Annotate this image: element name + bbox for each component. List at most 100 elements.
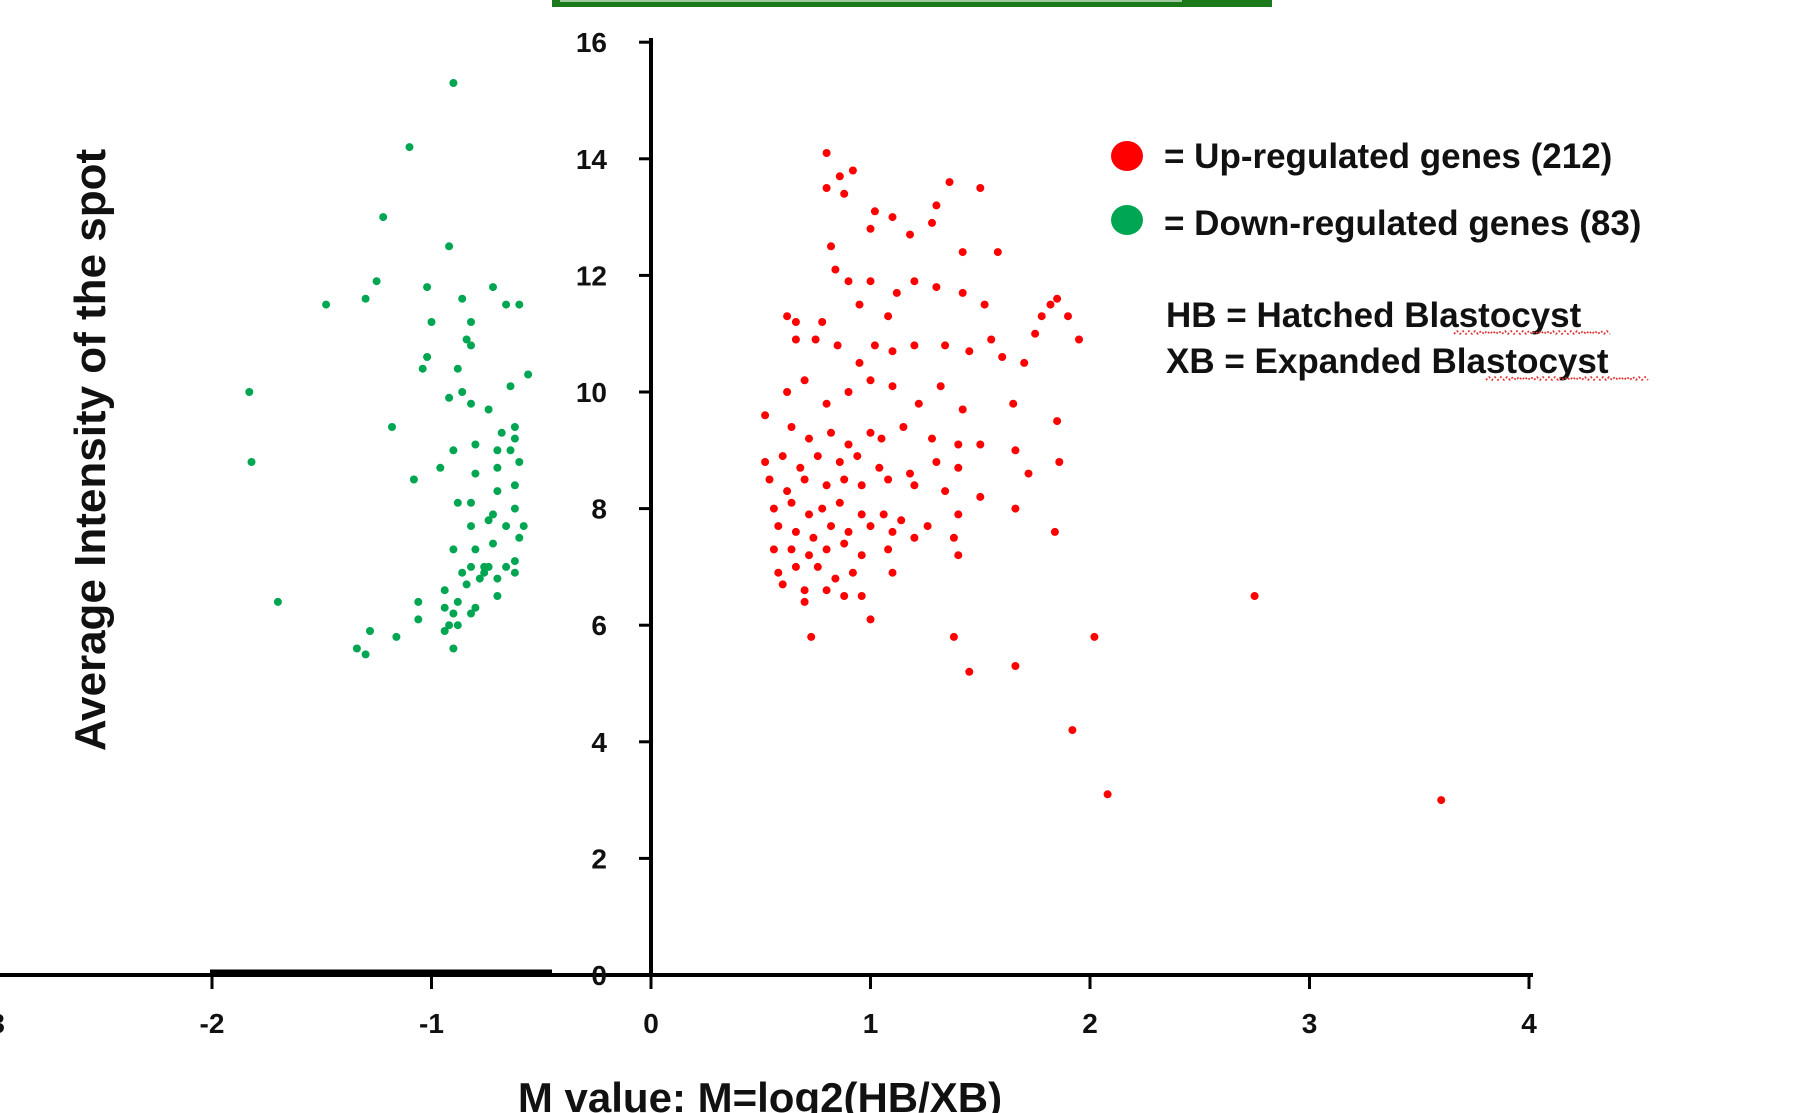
- up-regulated-point: [831, 265, 840, 274]
- down-regulated-point: [247, 458, 256, 466]
- up-regulated-point: [954, 551, 963, 560]
- down-regulated-point: [506, 382, 515, 391]
- up-regulated-point: [857, 592, 866, 600]
- down-regulated-point: [493, 446, 502, 455]
- up-regulated-point: [769, 545, 778, 554]
- up-regulated-point: [888, 527, 897, 536]
- down-regulated-point: [515, 533, 524, 542]
- up-regulated-point: [796, 463, 805, 472]
- down-regulated-point: [409, 475, 418, 484]
- down-regulated-point: [453, 364, 462, 373]
- up-regulated-point: [791, 335, 800, 344]
- down-regulated-point: [322, 300, 331, 309]
- down-regulated-point: [510, 423, 519, 431]
- up-regulated-point: [1031, 329, 1040, 338]
- down-regulated-point: [502, 562, 511, 571]
- up-regulated-point: [976, 440, 985, 449]
- spellcheck-underline-blastocyst-1: [1453, 329, 1611, 336]
- up-regulated-point: [866, 376, 875, 385]
- up-regulated-point: [787, 498, 796, 507]
- up-regulated-point: [954, 463, 963, 472]
- up-regulated-point: [866, 615, 875, 624]
- down-regulated-point: [484, 516, 493, 525]
- up-regulated-point: [1011, 446, 1020, 455]
- down-regulated-point: [510, 434, 519, 443]
- up-regulated-point: [980, 300, 989, 309]
- down-regulated-point: [418, 364, 427, 373]
- down-regulated-point: [366, 627, 374, 635]
- down-regulated-point: [462, 335, 471, 344]
- down-regulated-point: [449, 446, 458, 455]
- up-regulated-point: [945, 178, 954, 187]
- down-regulated-point: [445, 621, 454, 630]
- down-regulated-point: [502, 522, 511, 531]
- down-regulated-point: [449, 79, 458, 87]
- up-regulated-point: [822, 586, 831, 595]
- up-regulated-point: [1064, 312, 1072, 321]
- up-regulated-point: [866, 277, 875, 286]
- x-axis-title: M value: M=log2(HB/XB): [518, 1074, 1002, 1113]
- down-regulated-point: [484, 562, 493, 571]
- up-regulated-point: [906, 230, 914, 239]
- up-regulated-point: [778, 580, 787, 589]
- up-regulated-point: [1250, 592, 1259, 600]
- up-regulated-point: [888, 213, 897, 222]
- legend-marker-up: [1111, 141, 1143, 171]
- x-tick-label: -1: [419, 1008, 444, 1039]
- y-tick-label: 16: [576, 27, 607, 58]
- down-regulated-point: [414, 615, 423, 624]
- down-regulated-point: [436, 463, 445, 472]
- up-regulated-point: [840, 539, 849, 548]
- up-regulated-point: [932, 283, 941, 292]
- down-regulated-point: [405, 143, 414, 152]
- up-regulated-point: [1437, 796, 1446, 805]
- up-regulated-point: [855, 358, 864, 367]
- up-regulated-point: [791, 527, 800, 536]
- data-points: [245, 79, 1446, 805]
- down-regulated-point: [493, 592, 502, 600]
- up-regulated-point: [958, 405, 967, 414]
- up-regulated-point: [840, 592, 849, 600]
- up-regulated-point: [831, 574, 840, 583]
- up-regulated-point: [848, 166, 857, 175]
- down-regulated-point: [497, 428, 506, 437]
- down-regulated-point: [445, 242, 454, 251]
- down-regulated-point: [510, 504, 519, 513]
- up-regulated-point: [923, 522, 932, 531]
- down-regulated-point: [493, 463, 502, 472]
- up-regulated-point: [822, 184, 831, 192]
- up-regulated-point: [965, 347, 974, 356]
- up-regulated-point: [954, 510, 963, 519]
- up-regulated-point: [835, 172, 844, 181]
- down-regulated-point: [449, 644, 458, 653]
- down-regulated-point: [453, 498, 462, 507]
- down-regulated-point: [453, 597, 462, 606]
- up-regulated-point: [818, 504, 827, 513]
- down-regulated-point: [489, 283, 497, 292]
- up-regulated-point: [888, 347, 897, 356]
- up-regulated-point: [844, 527, 853, 536]
- up-regulated-point: [1011, 662, 1020, 670]
- up-regulated-point: [833, 341, 842, 350]
- y-tick-label: 0: [591, 960, 607, 991]
- y-tick-label: 2: [591, 843, 607, 874]
- up-regulated-point: [870, 207, 879, 216]
- down-regulated-point: [510, 557, 519, 566]
- up-regulated-point: [813, 562, 822, 571]
- y-tick-label: 10: [576, 377, 607, 408]
- up-regulated-point: [928, 434, 936, 443]
- up-regulated-point: [888, 382, 897, 391]
- up-regulated-point: [897, 516, 906, 525]
- down-regulated-point: [458, 294, 467, 303]
- up-regulated-point: [800, 376, 809, 385]
- down-regulated-point: [372, 277, 381, 286]
- up-regulated-point: [892, 288, 901, 297]
- up-regulated-point: [976, 184, 985, 192]
- up-regulated-point: [993, 248, 1002, 257]
- up-regulated-point: [805, 510, 813, 519]
- down-regulated-point: [515, 300, 524, 309]
- down-regulated-point: [471, 603, 480, 612]
- up-regulated-point: [848, 568, 857, 577]
- down-regulated-point: [449, 545, 458, 554]
- up-regulated-point: [844, 277, 853, 286]
